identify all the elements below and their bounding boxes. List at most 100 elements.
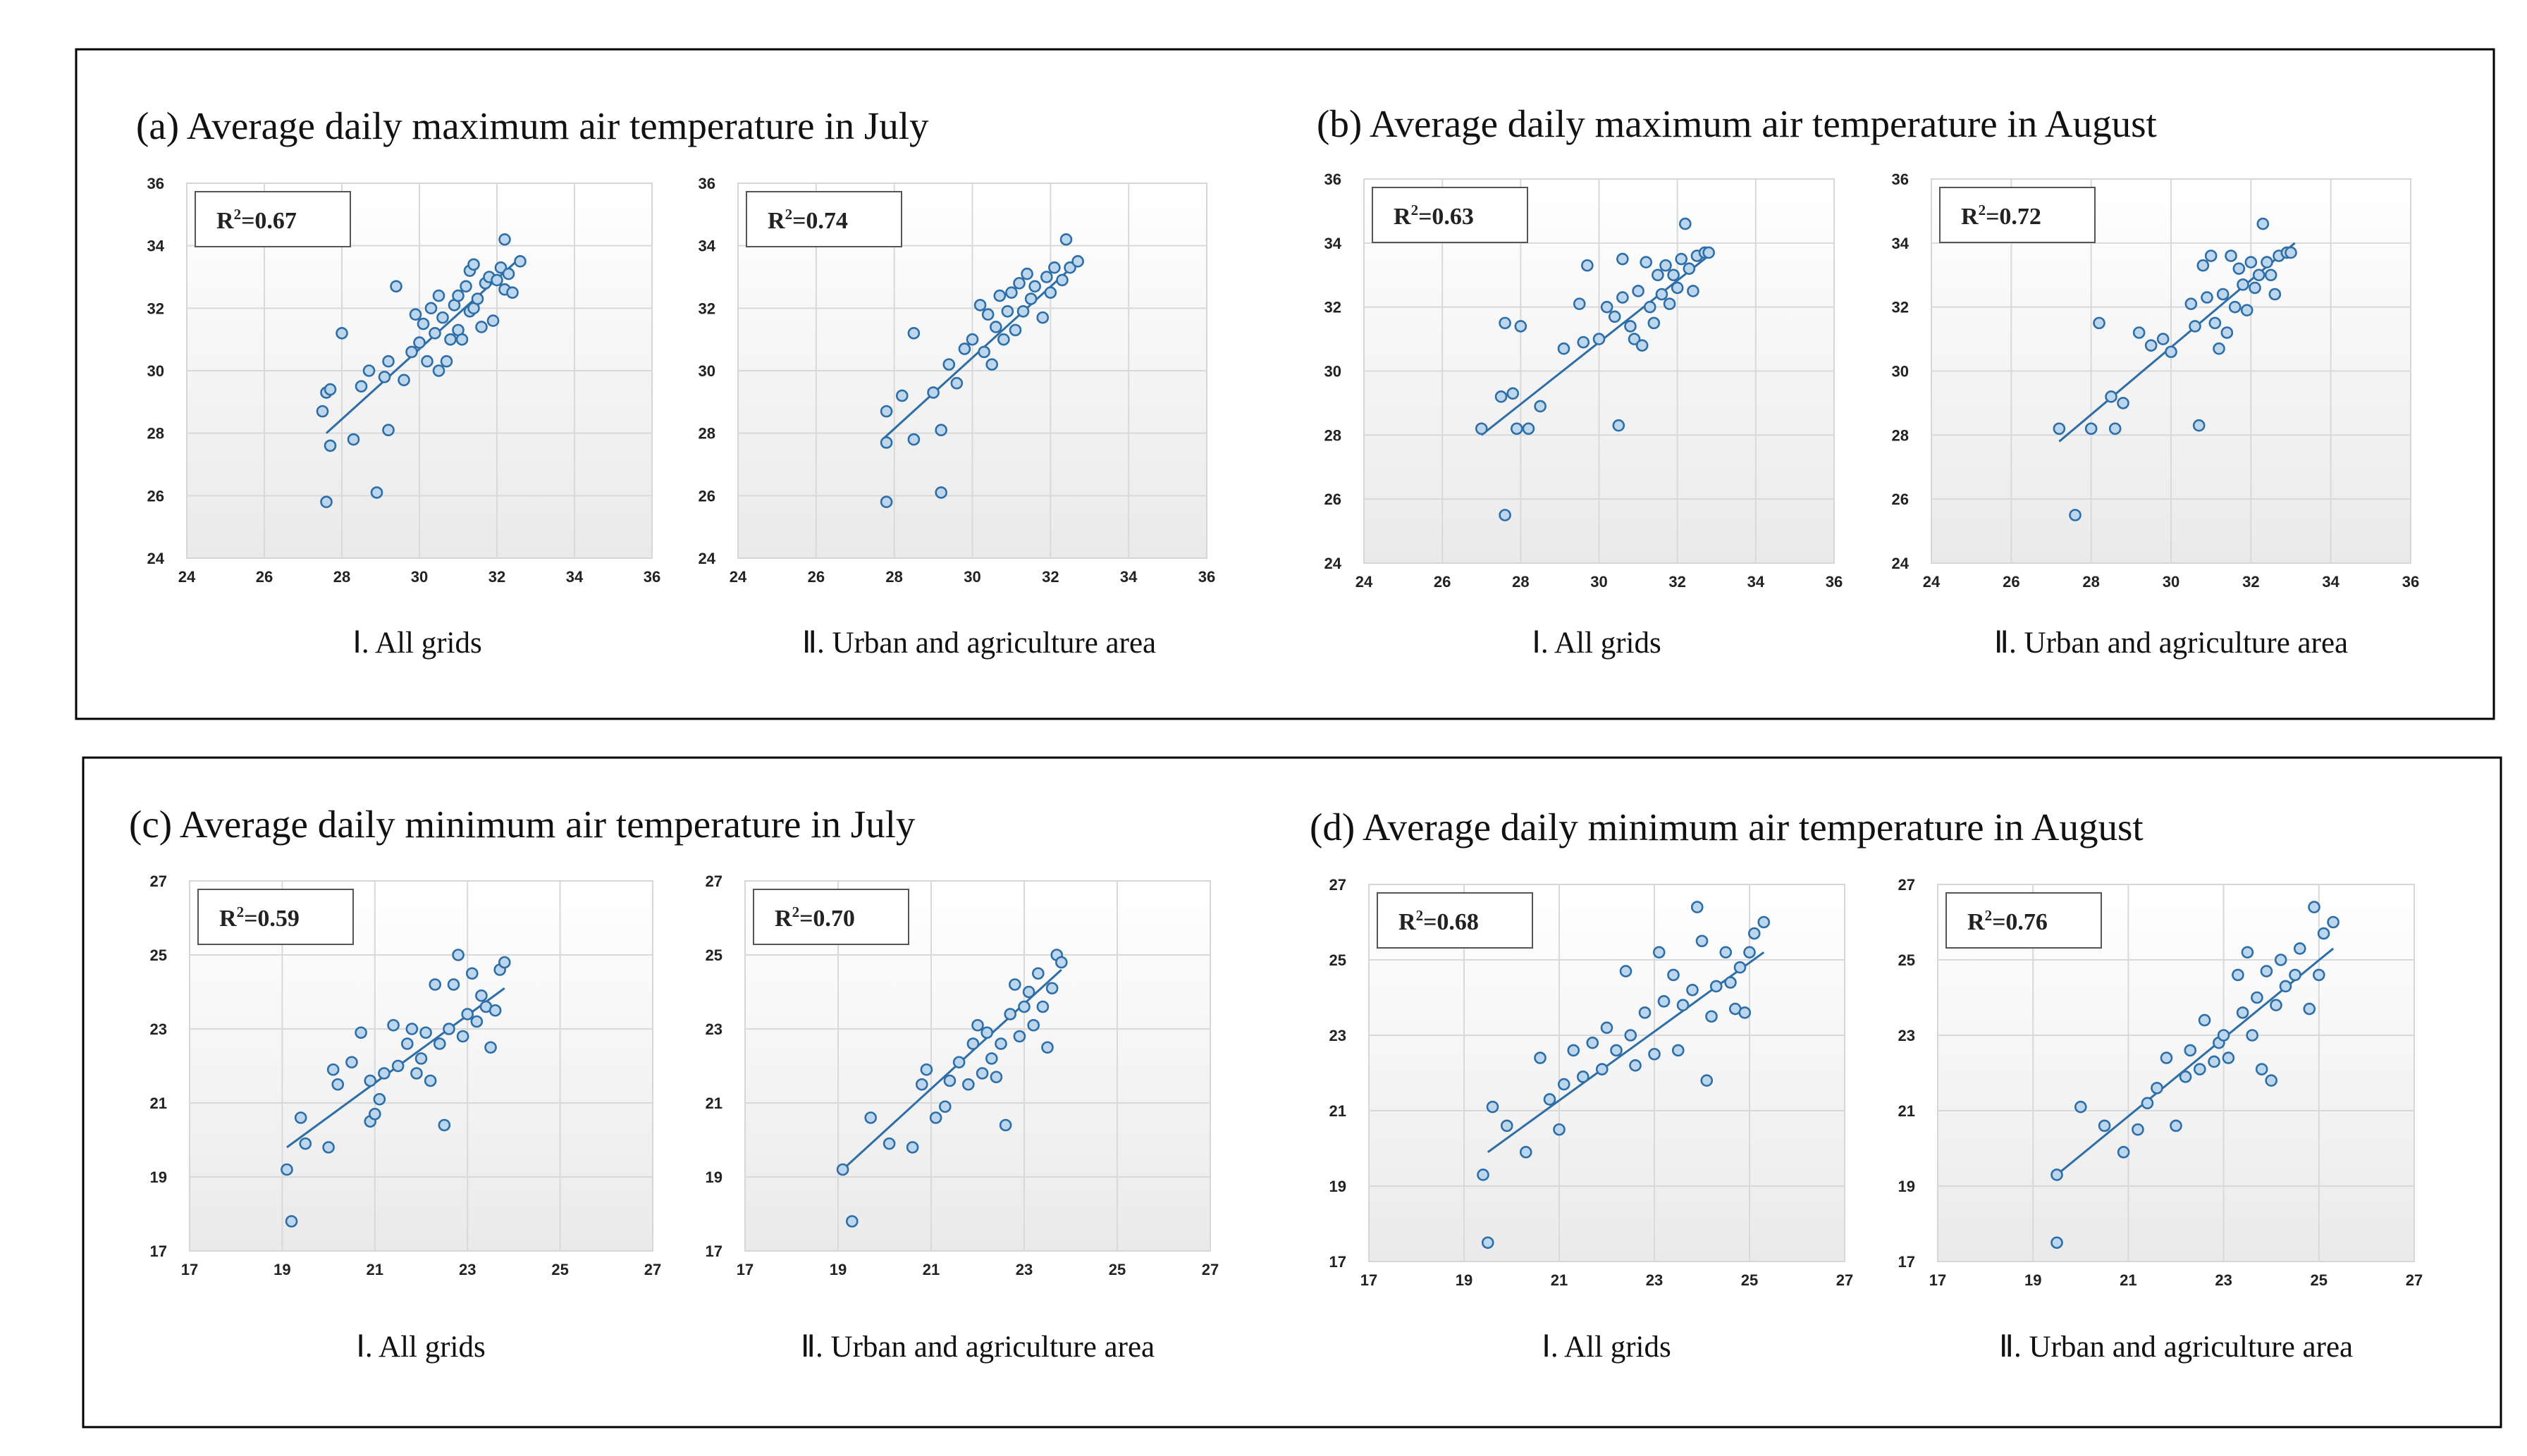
- y-tick-label: 32: [147, 300, 164, 317]
- y-tick-label: 17: [1329, 1253, 1346, 1271]
- data-point: [1659, 259, 1672, 272]
- data-point: [2255, 1063, 2268, 1075]
- data-point: [958, 343, 971, 355]
- data-point: [2261, 256, 2273, 269]
- y-tick-label: 30: [1324, 363, 1341, 381]
- y-tick-label: 36: [147, 175, 164, 192]
- x-tick-label: 36: [1198, 568, 1215, 586]
- data-point: [2184, 297, 2198, 310]
- data-point: [1022, 985, 1035, 999]
- data-point: [880, 405, 893, 418]
- data-point: [368, 1107, 381, 1121]
- data-point: [1500, 1119, 1513, 1133]
- data-point: [331, 1078, 345, 1091]
- data-point: [2132, 1123, 2144, 1136]
- r2-label: R2=0.76: [1967, 907, 2048, 935]
- subplot-label: Ⅰ. All grids: [1542, 1331, 1671, 1364]
- data-point: [1733, 961, 1747, 974]
- data-point: [1018, 1000, 1031, 1013]
- data-point: [1612, 419, 1625, 432]
- y-tick-label: 34: [1324, 235, 1342, 252]
- data-point: [1059, 233, 1073, 246]
- data-point: [1036, 1000, 1050, 1013]
- y-tick-label: 23: [706, 1020, 723, 1038]
- subplot-label: Ⅰ. All grids: [352, 627, 482, 660]
- data-point: [502, 267, 515, 280]
- scatter-plot-c-all-grids: 17 19 21 23 25 27 17 19 21 23 25 27 R2=0.59 Ⅰ. All gr…: [150, 872, 662, 1364]
- data-point: [1747, 927, 1761, 940]
- data-point: [1506, 387, 1520, 400]
- data-point: [506, 286, 519, 299]
- data-point: [2289, 968, 2301, 982]
- scatter-plot-a-urban-agriculture: 24 26 28 30 32 34 36 24 26 28 30 32 34 36 R2=0.74 Ⅱ. Ur…: [699, 175, 1216, 660]
- data-point: [1557, 342, 1570, 355]
- y-tick-label: 17: [1898, 1253, 1915, 1271]
- r2-label: R2=0.72: [1961, 202, 2041, 230]
- data-point: [1044, 286, 1057, 299]
- data-point: [1638, 1006, 1652, 1019]
- x-tick-label: 24: [1923, 573, 1941, 591]
- data-point: [432, 364, 445, 377]
- data-point: [1056, 273, 1069, 287]
- data-point: [1738, 1006, 1752, 1019]
- data-point: [880, 436, 893, 449]
- group-box-top: [75, 48, 2495, 720]
- x-tick-label: 32: [1668, 573, 1685, 591]
- data-point: [895, 389, 909, 402]
- data-point: [1522, 422, 1535, 436]
- data-point: [1543, 1093, 1556, 1106]
- data-point: [322, 1141, 335, 1154]
- data-point: [2151, 1082, 2163, 1094]
- data-point: [1028, 280, 1041, 293]
- x-tick-label: 30: [964, 568, 980, 586]
- data-point: [1475, 422, 1488, 436]
- data-point: [424, 1074, 437, 1087]
- data-point: [452, 289, 465, 302]
- data-point: [1577, 335, 1590, 349]
- data-point: [2240, 304, 2254, 317]
- data-point: [347, 433, 360, 446]
- x-tick-label: 21: [2120, 1271, 2136, 1289]
- group-title-a: (a) Average daily maximum air temperatur…: [136, 104, 929, 147]
- data-point: [1648, 1047, 1661, 1061]
- x-tick-label: 23: [459, 1261, 476, 1278]
- data-point: [1635, 339, 1649, 352]
- x-tick-label: 30: [411, 568, 428, 586]
- y-tick-label: 30: [1892, 363, 1909, 381]
- data-point: [997, 333, 1010, 346]
- subplot-label: Ⅱ. Urban and agriculture area: [802, 627, 1156, 660]
- data-point: [498, 233, 511, 246]
- data-point: [2204, 249, 2218, 262]
- data-point: [440, 354, 453, 368]
- data-point: [1032, 967, 1045, 980]
- data-point: [1573, 297, 1586, 310]
- data-point: [2141, 1097, 2154, 1110]
- data-point: [2093, 316, 2105, 330]
- x-tick-label: 32: [1042, 568, 1059, 586]
- data-point: [1757, 915, 1771, 929]
- data-point: [1586, 1036, 1599, 1049]
- data-point: [1700, 1074, 1714, 1087]
- data-point: [1005, 286, 1018, 299]
- data-point: [1041, 1041, 1054, 1054]
- data-point: [2249, 281, 2261, 295]
- data-point: [2196, 259, 2210, 272]
- data-point: [373, 1092, 386, 1106]
- data-point: [2192, 419, 2206, 432]
- data-point: [1064, 261, 1076, 274]
- data-point: [1013, 277, 1026, 290]
- data-point: [1663, 297, 1676, 310]
- data-point: [2251, 991, 2263, 1004]
- data-point: [2165, 345, 2177, 359]
- y-tick-label: 24: [147, 550, 165, 567]
- data-point: [447, 978, 460, 991]
- data-point: [2160, 1051, 2173, 1064]
- data-point: [1676, 999, 1690, 1011]
- y-tick-label: 19: [1898, 1178, 1915, 1195]
- data-point: [362, 364, 376, 377]
- y-tick-label: 25: [706, 946, 723, 964]
- data-point: [2308, 901, 2320, 913]
- data-point: [1592, 333, 1606, 345]
- subplot-label: Ⅱ. Urban and agriculture area: [801, 1331, 1155, 1364]
